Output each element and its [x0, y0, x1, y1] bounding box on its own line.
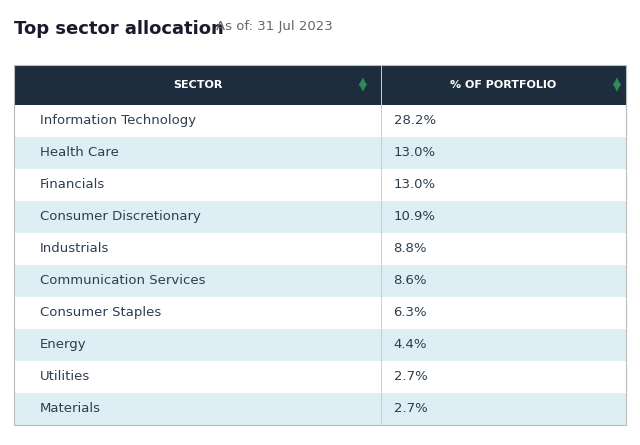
Bar [14, 265, 626, 297]
Text: Consumer Staples: Consumer Staples [40, 306, 161, 320]
Text: Utilities: Utilities [40, 370, 90, 384]
Bar [14, 393, 626, 425]
Text: Industrials: Industrials [40, 242, 109, 255]
Text: Information Technology: Information Technology [40, 114, 196, 127]
Bar [14, 65, 626, 425]
Text: 8.8%: 8.8% [394, 242, 427, 255]
Text: 10.9%: 10.9% [394, 210, 436, 223]
Polygon shape [359, 84, 367, 92]
Polygon shape [359, 77, 367, 85]
Text: Top sector allocation: Top sector allocation [14, 20, 224, 38]
Bar [14, 201, 626, 233]
Text: % OF PORTFOLIO: % OF PORTFOLIO [450, 80, 557, 89]
Text: Financials: Financials [40, 178, 105, 191]
Text: 2.7%: 2.7% [394, 402, 428, 416]
Text: 8.6%: 8.6% [394, 274, 427, 287]
Text: Consumer Discretionary: Consumer Discretionary [40, 210, 200, 223]
Bar [14, 361, 626, 393]
Bar [14, 329, 626, 361]
Polygon shape [613, 77, 621, 85]
Bar [14, 169, 626, 201]
Text: Energy: Energy [40, 338, 86, 352]
Text: Materials: Materials [40, 402, 100, 416]
Bar [14, 105, 626, 137]
Text: SECTOR: SECTOR [173, 80, 222, 89]
Polygon shape [613, 84, 621, 92]
Bar [14, 233, 626, 265]
Text: As of: 31 Jul 2023: As of: 31 Jul 2023 [216, 20, 332, 33]
Text: 13.0%: 13.0% [394, 146, 436, 159]
Text: 6.3%: 6.3% [394, 306, 428, 320]
Text: 13.0%: 13.0% [394, 178, 436, 191]
Bar [14, 137, 626, 169]
Text: Communication Services: Communication Services [40, 274, 205, 287]
Text: 4.4%: 4.4% [394, 338, 427, 352]
Bar [14, 65, 626, 105]
Bar [14, 297, 626, 329]
Text: Health Care: Health Care [40, 146, 118, 159]
Text: 28.2%: 28.2% [394, 114, 436, 127]
Text: 2.7%: 2.7% [394, 370, 428, 384]
